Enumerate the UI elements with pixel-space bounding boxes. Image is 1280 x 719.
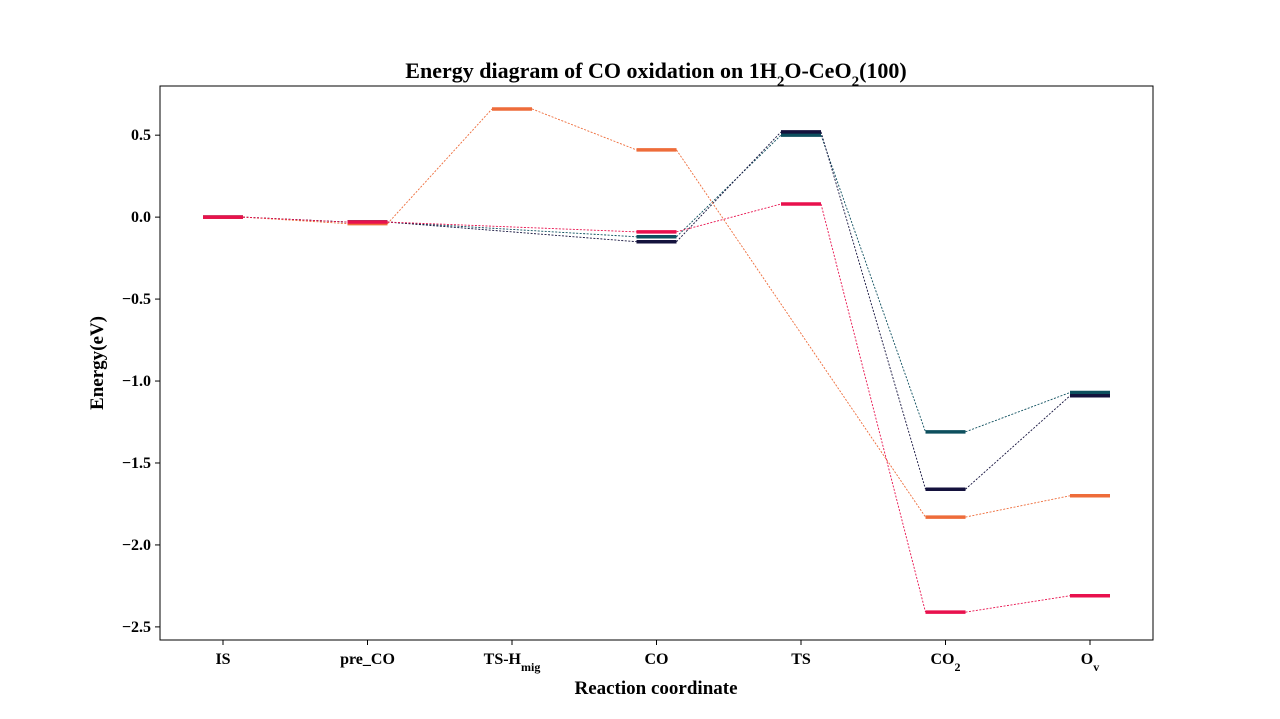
x-tick-label: CO2 [931,651,961,674]
connector-line [387,108,493,224]
connector-line [820,131,926,490]
y-tick-label: −1.0 [122,373,151,390]
connector-line [676,203,782,233]
y-axis-label: Energy(eV) [87,316,108,410]
x-tick-label: TS-Hmig [484,651,541,674]
y-tick-label: 0.0 [131,209,151,226]
connector-line [965,595,1071,613]
x-tick-label: CO [645,651,669,668]
x-tick-label: Ov [1081,651,1099,674]
connector-line [820,203,926,613]
x-tick-label: TS [791,651,811,668]
connector-line [242,216,348,223]
y-tick-label: −2.0 [122,537,151,554]
connector-line [965,392,1071,433]
connector-line [676,134,782,238]
connector-line [387,221,637,238]
chart-title: Energy diagram of CO oxidation on 1H2O-C… [405,58,906,90]
y-tick-label: −1.5 [122,455,151,472]
x-tick-label: IS [215,651,230,668]
connector-line [531,108,637,151]
connector-line [676,131,782,243]
connector-line [676,149,926,518]
energy-levels [203,107,1110,614]
y-axis-ticks: 0.5 0.0 −0.5 −1.0 −1.5 −2.0 −2.5 [122,127,160,636]
connector-lines [242,108,1071,613]
y-tick-label: −2.5 [122,619,151,636]
connector-line [965,395,1071,490]
plot-area-frame [159,85,1154,641]
connector-line [965,495,1071,518]
connector-line [387,221,637,233]
y-tick-label: 0.5 [131,127,151,144]
x-axis-label: Reaction coordinate [574,678,737,699]
y-tick-label: −0.5 [122,291,151,308]
x-axis-ticks: IS pre_CO TS-Hmig CO TS CO2 Ov [215,640,1099,674]
x-tick-label: pre_CO [340,651,395,668]
connector-line [387,221,637,243]
connector-line [820,135,926,432]
